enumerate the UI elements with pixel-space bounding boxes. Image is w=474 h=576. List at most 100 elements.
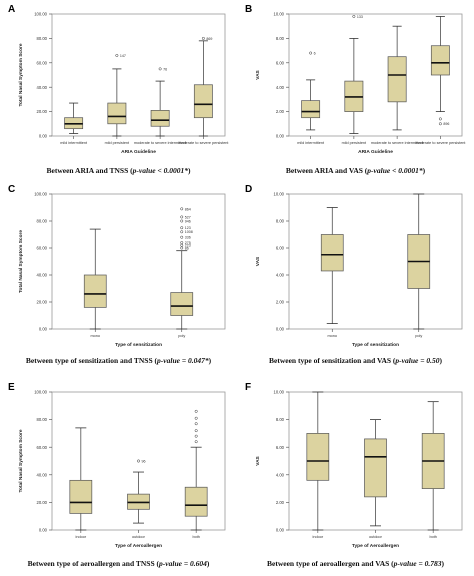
panel-letter: D xyxy=(245,184,253,195)
outlier-point xyxy=(180,235,184,239)
caption-tail: ) xyxy=(208,356,212,365)
y-tick-label: 80.00 xyxy=(37,417,48,422)
y-tick-label: 2.00 xyxy=(276,500,285,505)
x-axis-label: ARIA Guideline xyxy=(358,149,393,155)
outlier-point xyxy=(180,215,184,219)
box-iqr xyxy=(387,56,407,103)
outlier-label: 896 xyxy=(443,122,449,126)
plot-frame xyxy=(51,193,226,330)
caption-tail: ) xyxy=(439,356,442,365)
outlier-label: 123 xyxy=(185,226,191,230)
outlier-point xyxy=(115,54,119,57)
y-tick-label: 20.00 xyxy=(37,500,48,505)
outlier-point xyxy=(180,243,184,247)
y-tick-label: 100.00 xyxy=(34,390,47,395)
x-tick-label: indoor xyxy=(313,535,324,539)
caption-stat: p-value < 0.0001* xyxy=(367,166,423,175)
y-tick-label: 10.00 xyxy=(274,192,285,197)
box-iqr xyxy=(306,433,330,481)
y-tick-label: 0.00 xyxy=(276,528,285,533)
outlier-point xyxy=(194,440,198,444)
y-tick-label: 100.00 xyxy=(34,192,47,197)
x-tick-label: outdoor xyxy=(369,535,383,539)
outlier-label: 96 xyxy=(142,459,146,463)
outlier-point xyxy=(201,36,205,40)
caption-tail: ) xyxy=(187,166,191,175)
y-tick-label: 2.00 xyxy=(276,300,285,305)
x-axis-label: Type of Aeroallergen xyxy=(115,543,162,549)
panel-f: F 0.00 2.00 4.00 6.00 8.00 10.00 VAS indoor outd… xyxy=(237,378,474,576)
outlier-point xyxy=(180,246,184,250)
outlier-label: 86 xyxy=(185,246,189,250)
y-tick-label: 6.00 xyxy=(276,445,285,450)
y-axis-label: Total Nasal Symptom Score xyxy=(18,43,24,106)
caption-tail: ) xyxy=(441,559,444,568)
outlier-label: 1008 xyxy=(185,230,193,234)
outlier-label: 223 xyxy=(185,244,191,248)
boxplot-chart-c: 0.00 20.00 40.00 60.00 80.00 100.00 Total Nasa… xyxy=(18,192,226,348)
caption-stat: p-value < 0.0001* xyxy=(132,166,188,175)
boxplot-chart-f: 0.00 2.00 4.00 6.00 8.00 10.00 VAS indoor outdoo… xyxy=(255,390,463,549)
outlier-label: 147 xyxy=(120,54,126,58)
y-tick-label: 0.00 xyxy=(276,327,285,332)
box-iqr xyxy=(320,234,344,272)
outlier-point xyxy=(194,422,198,426)
box-group: 133 xyxy=(344,15,364,134)
y-tick-label: 0.00 xyxy=(276,134,285,139)
outlier-point xyxy=(137,459,140,463)
y-tick-label: 20.00 xyxy=(37,109,48,114)
outlier-label: 864 xyxy=(185,207,191,211)
outlier-label: 527 xyxy=(185,215,191,219)
box-iqr xyxy=(69,479,93,514)
y-tick-label: 60.00 xyxy=(37,246,48,251)
box-group: 896 xyxy=(430,16,450,126)
panel-caption: Between ARIA and VAS (p-value < 0.0001*) xyxy=(237,166,474,175)
box-group xyxy=(407,193,431,330)
y-axis-label: VAS xyxy=(255,455,261,465)
boxplot-chart-d: 0.00 2.00 4.00 6.00 8.00 10.00 VAS mono poly Type… xyxy=(255,192,463,348)
outlier-point xyxy=(194,409,198,413)
y-tick-label: 60.00 xyxy=(37,445,48,450)
boxplot-chart-b: 0.00 2.00 4.00 6.00 8.00 10.00 VAS mild intermi… xyxy=(255,12,466,155)
x-tick-label: mild persistent xyxy=(342,141,367,145)
x-axis-label: Type of sensitization xyxy=(352,342,399,348)
outlier-label: 869 xyxy=(206,37,212,41)
y-tick-label: 4.00 xyxy=(276,85,285,90)
box-group xyxy=(320,207,344,325)
box-group xyxy=(184,409,208,531)
panel-caption: Between type of aeroallergen and VAS (p-… xyxy=(237,559,474,568)
outlier-point xyxy=(180,226,184,230)
outlier-point xyxy=(180,230,184,234)
caption-lead: Between ARIA and TNSS ( xyxy=(46,166,133,175)
panel-letter: B xyxy=(245,4,253,15)
outlier-point xyxy=(180,241,184,245)
y-tick-label: 8.00 xyxy=(276,36,285,41)
x-tick-label: mild intermittent xyxy=(297,141,325,145)
box-group: 6 xyxy=(301,51,321,131)
panel-a: A 0.00 20.00 40.00 60.00 80.00 100.00 Total Na… xyxy=(0,0,237,180)
outlier-label: 133 xyxy=(357,15,363,19)
y-tick-label: 40.00 xyxy=(37,273,48,278)
panel-caption: Between type of aeroallergen and TNSS (p… xyxy=(0,559,237,568)
box-iqr xyxy=(83,274,107,308)
caption-lead: Between type of aeroallergen and VAS ( xyxy=(267,559,394,568)
outlier-point xyxy=(180,219,184,223)
y-tick-label: 4.00 xyxy=(276,273,285,278)
outlier-label: 946 xyxy=(185,219,191,223)
box-group xyxy=(64,102,84,134)
panel-caption: Between type of sensitization and TNSS (… xyxy=(0,356,237,365)
panel-letter: A xyxy=(8,4,16,15)
x-tick-label: outdoor xyxy=(132,535,146,539)
y-tick-label: 6.00 xyxy=(276,60,285,65)
outlier-point xyxy=(438,122,442,126)
y-tick-label: 8.00 xyxy=(276,219,285,224)
y-tick-label: 0.00 xyxy=(39,528,48,533)
box-group xyxy=(421,401,445,531)
y-tick-label: 4.00 xyxy=(276,472,285,477)
caption-stat: p-value = 0.783 xyxy=(393,559,442,568)
caption-tail: ) xyxy=(206,559,210,568)
panel-c: C 0.00 20.00 40.00 60.00 80.00 100.00 Total Na… xyxy=(0,180,237,375)
y-tick-label: 0.00 xyxy=(39,327,48,332)
x-tick-label: moderate to severe intermittent xyxy=(371,141,424,145)
